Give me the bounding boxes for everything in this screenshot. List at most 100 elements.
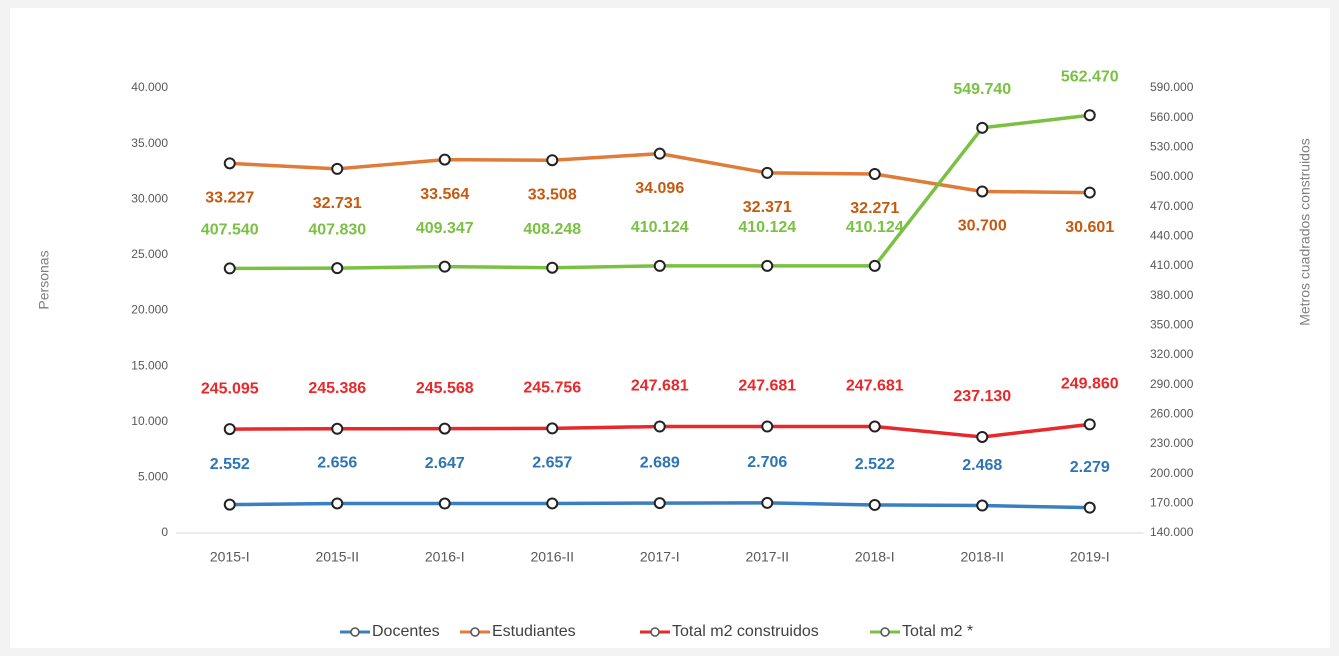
data-label: 409.347: [416, 220, 474, 237]
point-marker: [331, 262, 344, 275]
x-tick-label: 2018-I: [855, 549, 895, 565]
y2-tick-label: 320.000: [1150, 347, 1194, 361]
point-marker: [546, 154, 559, 167]
point-marker: [1083, 109, 1096, 122]
data-label: 32.731: [313, 195, 362, 212]
data-label: 247.681: [631, 378, 689, 395]
point-marker: [653, 259, 666, 272]
point-marker: [761, 496, 774, 509]
data-label: 410.124: [631, 219, 689, 236]
y2-tick-label: 530.000: [1150, 140, 1194, 154]
x-tick-label: 2015-II: [315, 549, 359, 565]
point-marker: [976, 185, 989, 198]
y-tick-label: 25.000: [131, 247, 168, 261]
point-marker: [438, 260, 451, 273]
legend-marker: [880, 627, 890, 637]
y-tick-label: 35.000: [131, 136, 168, 150]
point-marker: [1083, 418, 1096, 431]
legend-label: Total m2 construidos: [672, 623, 819, 640]
point-marker: [868, 259, 881, 272]
point-marker: [1083, 186, 1096, 199]
data-label: 30.601: [1065, 219, 1114, 236]
data-label: 245.095: [201, 380, 259, 397]
data-label: 2.279: [1070, 459, 1110, 476]
x-tick-label: 2017-II: [745, 549, 789, 565]
data-label: 33.564: [420, 186, 469, 203]
y2-tick-label: 170.000: [1150, 496, 1194, 510]
point-marker: [868, 498, 881, 511]
point-marker: [546, 497, 559, 510]
point-marker: [223, 423, 236, 436]
point-marker: [976, 121, 989, 134]
y2-tick-label: 560.000: [1150, 110, 1194, 124]
y-tick-label: 20.000: [131, 303, 168, 317]
point-marker: [546, 261, 559, 274]
point-marker: [546, 422, 559, 435]
y2-tick-label: 500.000: [1150, 169, 1194, 183]
y2-tick-label: 260.000: [1150, 407, 1194, 421]
y2-tick-label: 140.000: [1150, 525, 1194, 539]
data-label: 2.522: [855, 456, 895, 473]
point-marker: [331, 497, 344, 510]
point-marker: [653, 420, 666, 433]
data-label: 33.227: [205, 190, 254, 207]
data-label: 2.468: [962, 457, 1002, 474]
y2-axis-title: Metros cuadrados construidos: [1297, 138, 1313, 326]
point-marker: [761, 420, 774, 433]
y2-tick-label: 470.000: [1150, 199, 1194, 213]
data-label: 247.681: [738, 378, 796, 395]
point-marker: [868, 420, 881, 433]
y2-tick-label: 350.000: [1150, 318, 1194, 332]
data-label: 34.096: [635, 180, 684, 197]
data-label: 245.756: [523, 380, 581, 397]
data-label: 245.386: [308, 380, 366, 397]
x-tick-label: 2018-II: [960, 549, 1004, 565]
data-label: 2.657: [532, 455, 572, 472]
y-tick-label: 40.000: [131, 80, 168, 94]
data-label: 2.656: [317, 455, 357, 472]
point-marker: [438, 497, 451, 510]
y2-tick-label: 590.000: [1150, 80, 1194, 94]
point-marker: [223, 498, 236, 511]
point-marker: [1083, 501, 1096, 514]
data-label: 2.689: [640, 454, 680, 471]
x-tick-label: 2017-I: [640, 549, 680, 565]
data-label: 2.706: [747, 454, 787, 471]
y-tick-label: 5.000: [138, 470, 168, 484]
data-label: 562.470: [1061, 68, 1119, 85]
x-tick-label: 2016-I: [425, 549, 465, 565]
data-label: 32.371: [743, 199, 792, 216]
point-marker: [761, 166, 774, 179]
data-label: 549.740: [953, 81, 1011, 98]
data-label: 407.540: [201, 222, 259, 239]
point-marker: [223, 262, 236, 275]
data-label: 30.700: [958, 218, 1007, 235]
point-marker: [223, 157, 236, 170]
point-marker: [761, 259, 774, 272]
point-marker: [331, 422, 344, 435]
data-label: 410.124: [738, 219, 796, 236]
y2-tick-label: 410.000: [1150, 258, 1194, 272]
legend-marker: [470, 627, 480, 637]
data-label: 410.124: [846, 219, 904, 236]
data-label: 32.271: [850, 200, 899, 217]
data-label: 247.681: [846, 378, 904, 395]
y2-tick-label: 380.000: [1150, 288, 1194, 302]
point-marker: [976, 430, 989, 443]
point-marker: [653, 497, 666, 510]
background: [10, 8, 1330, 648]
y-axis-title: Personas: [36, 250, 52, 309]
y-tick-label: 0: [161, 525, 168, 539]
x-tick-label: 2019-I: [1070, 549, 1110, 565]
y2-tick-label: 230.000: [1150, 436, 1194, 450]
data-label: 407.830: [308, 221, 366, 238]
y-tick-label: 15.000: [131, 358, 168, 372]
y-tick-label: 30.000: [131, 191, 168, 205]
point-marker: [331, 162, 344, 175]
data-label: 408.248: [523, 221, 581, 238]
data-label: 2.552: [210, 456, 250, 473]
x-tick-label: 2016-II: [530, 549, 574, 565]
y2-tick-label: 290.000: [1150, 377, 1194, 391]
legend-label: Estudiantes: [492, 623, 576, 640]
